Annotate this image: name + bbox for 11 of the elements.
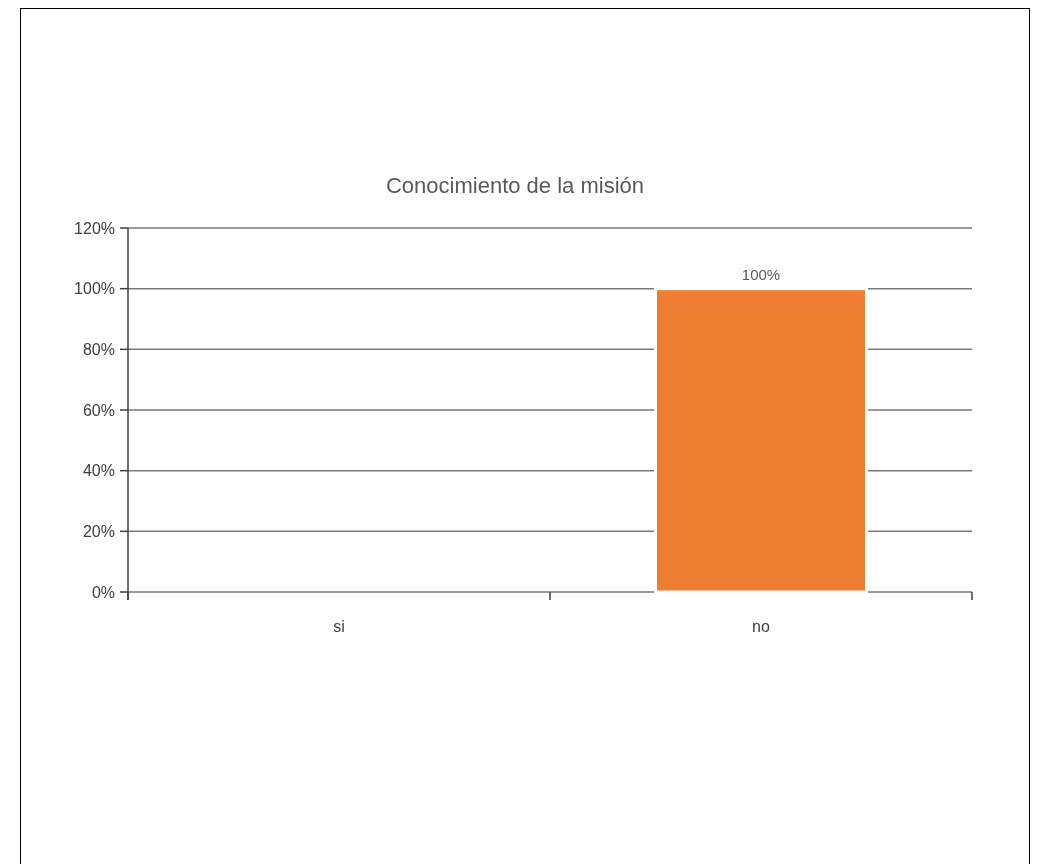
y-tick-label: 80%: [82, 340, 115, 358]
chart-title: Conocimiento de la misión: [385, 173, 645, 198]
x-tick-label: si: [333, 618, 345, 635]
data-label: 100%: [741, 265, 781, 283]
x-tick-label: no: [752, 618, 770, 635]
y-tick-label: 120%: [74, 219, 115, 237]
y-tick-label: 60%: [82, 401, 115, 419]
y-tick-label: 40%: [82, 462, 115, 480]
y-tick-label: 100%: [74, 280, 115, 298]
y-tick-label: 20%: [82, 522, 115, 540]
y-tick-label: 0%: [91, 583, 115, 601]
